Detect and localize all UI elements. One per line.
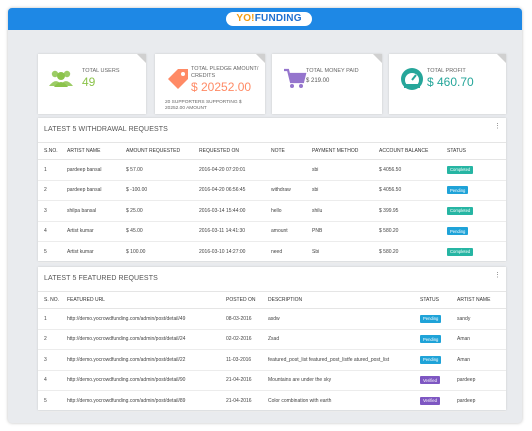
stat-card-pledge-amount: TOTAL PLEDGE AMOUNT/ CREDITS $ 20252.00 … bbox=[155, 54, 265, 114]
cart-icon bbox=[284, 68, 307, 88]
table-row: 5 Artist kumar $ 100.00 2016-03-10 14:27… bbox=[38, 241, 506, 263]
total-users-label: TOTAL USERS bbox=[82, 68, 120, 74]
card-corner bbox=[256, 54, 265, 63]
featured-requests-panel: LATEST 5 FEATURED REQUESTS ⋮ S. NO. FEAT… bbox=[38, 267, 506, 412]
more-options-icon[interactable]: ⋮ bbox=[494, 123, 501, 130]
pledge-amount-label: TOTAL PLEDGE AMOUNT/ CREDITS bbox=[191, 66, 259, 79]
column-header: S. NO. bbox=[38, 292, 67, 309]
status-badge[interactable]: Pending bbox=[420, 335, 442, 344]
card-corner bbox=[137, 54, 146, 63]
supporters-note: 20 SUPPORTERS SUPPORTING $ 20252.00 AMOU… bbox=[165, 100, 242, 111]
status-badge[interactable]: Pending bbox=[420, 314, 442, 323]
column-header: NOTE bbox=[271, 143, 312, 160]
panel-title: LATEST 5 WITHDRAWAL REQUESTS bbox=[44, 126, 168, 133]
total-profit-label: TOTAL PROFIT bbox=[427, 68, 466, 74]
status-badge[interactable]: Verified bbox=[420, 376, 440, 385]
status-badge[interactable]: Completed bbox=[447, 247, 474, 256]
stat-card-total-profit: TOTAL PROFIT $ 460.70 bbox=[389, 54, 506, 114]
status-badge[interactable]: Completed bbox=[447, 165, 474, 174]
featured-url-link[interactable]: http://demo.yocrowdfunding.com/admin/pos… bbox=[67, 349, 226, 371]
table-row: 1 pardeep bansal $ 57.00 2016-04-20 07:2… bbox=[38, 159, 506, 181]
featured-url-link[interactable]: http://demo.yocrowdfunding.com/admin/pos… bbox=[67, 390, 226, 412]
column-header: ARTIST NAME bbox=[67, 143, 126, 160]
panel-header: LATEST 5 FEATURED REQUESTS ⋮ bbox=[38, 267, 506, 292]
speedometer-icon bbox=[401, 68, 423, 90]
featured-url-link[interactable]: http://demo.yocrowdfunding.com/admin/pos… bbox=[67, 308, 226, 330]
status-badge[interactable]: Pending bbox=[447, 227, 469, 236]
total-profit-value: $ 460.70 bbox=[427, 75, 474, 89]
top-bar: YO!FUNDING bbox=[8, 8, 522, 30]
column-header: STATUS bbox=[447, 143, 506, 160]
brand-logo[interactable]: YO!FUNDING bbox=[226, 12, 312, 26]
stat-card-total-users: TOTAL USERS 49 bbox=[38, 54, 146, 114]
column-header: POSTED ON bbox=[226, 292, 268, 309]
column-header: ACCOUNT BALANCE bbox=[379, 143, 447, 160]
money-paid-label: TOTAL MONEY PAID bbox=[306, 68, 359, 74]
column-header: AMOUNT REQUESTED bbox=[126, 143, 199, 160]
money-paid-value: $ 219.00 bbox=[306, 78, 330, 84]
featured-table: S. NO. FEATURED URL POSTED ON DESCRIPTIO… bbox=[38, 292, 506, 412]
table-row: 1 http://demo.yocrowdfunding.com/admin/p… bbox=[38, 308, 506, 330]
table-row: 2 http://demo.yocrowdfunding.com/admin/p… bbox=[38, 329, 506, 350]
users-icon bbox=[49, 70, 73, 87]
dashboard-frame: YO!FUNDING TOTAL USERS 49 TOTAL PLEDGE A… bbox=[8, 8, 522, 423]
pledge-amount-value: $ 20252.00 bbox=[191, 80, 252, 94]
status-badge[interactable]: Completed bbox=[447, 206, 474, 215]
panel-title: LATEST 5 FEATURED REQUESTS bbox=[44, 275, 158, 282]
withdrawal-requests-panel: LATEST 5 WITHDRAWAL REQUESTS ⋮ S.NO. ART… bbox=[38, 118, 506, 263]
withdrawal-table: S.NO. ARTIST NAME AMOUNT REQUESTED REQUE… bbox=[38, 143, 506, 263]
column-header: FEATURED URL bbox=[67, 292, 226, 309]
column-header: ARTIST NAME bbox=[457, 292, 506, 309]
card-corner bbox=[497, 54, 506, 63]
table-row: 4 Artist kumar $ 45.00 2016-03-11 14:41:… bbox=[38, 221, 506, 242]
status-badge[interactable]: Verified bbox=[420, 396, 440, 405]
table-row: 2 pardeep bansal $ -100.00 2016-04-20 06… bbox=[38, 180, 506, 201]
tag-icon bbox=[168, 69, 188, 89]
table-row: 5 http://demo.yocrowdfunding.com/admin/p… bbox=[38, 390, 506, 412]
table-row: 4 http://demo.yocrowdfunding.com/admin/p… bbox=[38, 370, 506, 391]
status-badge[interactable]: Pending bbox=[420, 355, 442, 364]
table-header-row: S. NO. FEATURED URL POSTED ON DESCRIPTIO… bbox=[38, 292, 506, 309]
column-header: S.NO. bbox=[38, 143, 67, 160]
featured-url-link[interactable]: http://demo.yocrowdfunding.com/admin/pos… bbox=[67, 370, 226, 391]
card-corner bbox=[373, 54, 382, 63]
more-options-icon[interactable]: ⋮ bbox=[494, 272, 501, 279]
column-header: STATUS bbox=[420, 292, 457, 309]
table-row: 3 shilpa bansal $ 25.00 2016-03-14 15:44… bbox=[38, 200, 506, 222]
stat-card-money-paid: TOTAL MONEY PAID $ 219.00 bbox=[272, 54, 382, 114]
column-header: PAYMENT METHOD bbox=[312, 143, 379, 160]
status-badge[interactable]: Pending bbox=[447, 186, 469, 195]
column-header: REQUESTED ON bbox=[199, 143, 271, 160]
column-header: DESCRIPTION bbox=[268, 292, 420, 309]
table-row: 3 http://demo.yocrowdfunding.com/admin/p… bbox=[38, 349, 506, 371]
featured-url-link[interactable]: http://demo.yocrowdfunding.com/admin/pos… bbox=[67, 329, 226, 350]
table-header-row: S.NO. ARTIST NAME AMOUNT REQUESTED REQUE… bbox=[38, 143, 506, 160]
panel-header: LATEST 5 WITHDRAWAL REQUESTS ⋮ bbox=[38, 118, 506, 143]
total-users-value: 49 bbox=[82, 75, 96, 89]
